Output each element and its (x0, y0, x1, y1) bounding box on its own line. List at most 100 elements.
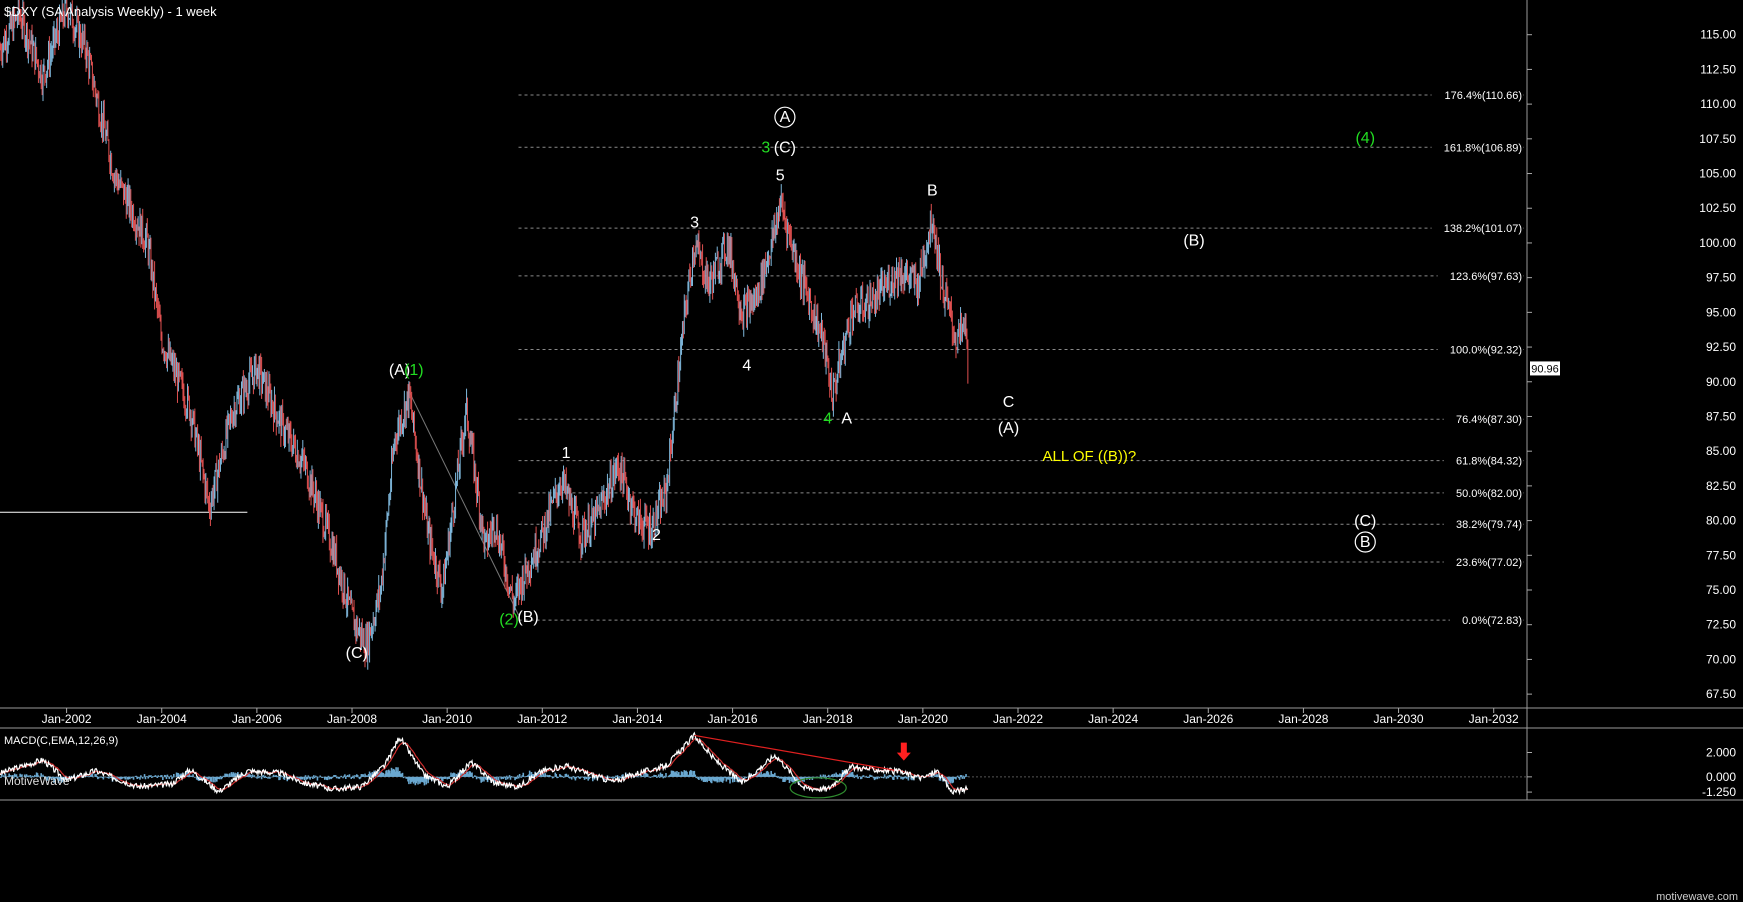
wave-label: (A) (389, 362, 410, 379)
price-tick-label: 97.50 (1706, 271, 1736, 285)
time-tick-label: Jan-2022 (993, 712, 1043, 726)
price-tick-label: 110.00 (1700, 97, 1736, 111)
price-tick-label: 107.50 (1699, 132, 1736, 146)
macd-tick-label: -1.250 (1702, 785, 1736, 799)
wave-label: 1 (562, 445, 571, 462)
wave-label: B (1360, 534, 1371, 551)
macd-tick-label: 2.000 (1706, 745, 1736, 759)
wave-label: 3 (761, 140, 770, 157)
fib-label-bg (1443, 412, 1523, 426)
fib-label-bg (1443, 485, 1523, 499)
price-tick-label: 95.00 (1706, 305, 1736, 319)
time-tick-label: Jan-2032 (1469, 712, 1519, 726)
wave-label: (C) (1354, 513, 1376, 530)
fib-label: 38.2%(79.74) (1456, 519, 1522, 531)
time-tick-label: Jan-2016 (708, 712, 758, 726)
last-price-box (1530, 361, 1560, 376)
fib-label: 176.4%(110.66) (1445, 90, 1522, 102)
price-tick-label: 115.00 (1700, 28, 1736, 42)
wave-label: (B) (517, 609, 538, 626)
price-tick-label: 90.00 (1706, 375, 1736, 389)
wave-label: (1) (404, 362, 424, 379)
wave-label: A (780, 109, 791, 126)
macd-line (0, 731, 969, 796)
wave-label: 4 (742, 358, 751, 375)
wave-circle (774, 106, 796, 128)
fib-label-bg (1431, 87, 1523, 101)
time-tick-label: Jan-2018 (803, 712, 853, 726)
price-tick-label: 102.50 (1699, 201, 1736, 215)
wave-label: (2) (499, 612, 519, 629)
fib-label: 100.0%(92.32) (1450, 345, 1522, 357)
macd-ellipse (789, 777, 847, 799)
macd-signal-line (0, 737, 968, 791)
price-tick-label: 77.50 (1706, 548, 1736, 562)
time-tick-label: Jan-2012 (517, 712, 567, 726)
fib-label: 123.6%(97.63) (1450, 271, 1522, 283)
price-tick-label: 82.50 (1706, 479, 1736, 493)
fib-label-bg (1437, 268, 1523, 282)
fib-label: 0.0%(72.83) (1462, 615, 1522, 627)
price-panel: 67.50 70.00 72.50 75.00 77.50 80.00 82.50 85.00… (0, 0, 1743, 801)
time-tick-label: Jan-2028 (1278, 712, 1328, 726)
time-tick-label: Jan-2024 (1088, 712, 1138, 726)
wave-label: B (927, 183, 938, 200)
price-tick-label: 67.50 (1706, 687, 1736, 701)
time-tick-label: Jan-2020 (898, 712, 948, 726)
wave-label: A (841, 410, 852, 427)
last-price-label: 90.96 (1531, 363, 1559, 375)
fib-label: 61.8%(84.32) (1456, 456, 1522, 468)
fib-label-bg (1449, 613, 1523, 627)
wave-label: (C) (774, 140, 796, 157)
price-tick-label: 70.00 (1706, 652, 1736, 666)
fib-label-bg (1431, 221, 1523, 235)
time-tick-label: Jan-2010 (422, 712, 472, 726)
footer-brand: motivewave.com (1656, 891, 1738, 902)
price-tick-label: 100.00 (1699, 236, 1736, 250)
macd-panel: MACD(C,EMA,12,26,9) 2.000 0.000-1.250 (0, 731, 1736, 799)
wave-label: (B) (1183, 233, 1204, 250)
wave-label: (A) (998, 420, 1019, 437)
wave-label: 3 (690, 215, 699, 232)
price-tick-label: 87.50 (1706, 409, 1736, 423)
fib-label-bg (1437, 342, 1523, 356)
time-tick-label: Jan-2006 (232, 712, 282, 726)
wave-label: (C) (346, 645, 368, 662)
wave-label: 4 (823, 410, 832, 427)
red-arrow-icon (896, 742, 911, 761)
time-tick-label: Jan-2030 (1374, 712, 1424, 726)
wave-label: C (1003, 394, 1015, 411)
watermark: MotiveWave (4, 774, 70, 788)
fib-label: 50.0%(82.00) (1456, 488, 1522, 500)
fib-label: 138.2%(101.07) (1444, 223, 1522, 235)
wave-label: 2 (652, 527, 661, 544)
chart-title: $DXY (SA Analysis Weekly) - 1 week (4, 4, 217, 19)
macd-tick-label: 0.000 (1706, 770, 1736, 784)
price-tick-label: 75.00 (1706, 583, 1736, 597)
fib-label-bg (1443, 554, 1523, 568)
price-tick-label: 105.00 (1699, 167, 1736, 181)
fib-label: 161.8%(106.89) (1444, 142, 1522, 154)
time-tick-label: Jan-2004 (137, 712, 187, 726)
price-tick-label: 80.00 (1706, 514, 1736, 528)
wave-line (408, 391, 519, 616)
price-tick-label: 72.50 (1706, 618, 1736, 632)
time-tick-label: Jan-2014 (612, 712, 662, 726)
price-tick-label: 92.50 (1706, 340, 1736, 354)
fib-label: 23.6%(77.02) (1456, 557, 1522, 569)
wave-label: (4) (1355, 130, 1375, 147)
price-tick-label: 112.50 (1700, 62, 1736, 76)
macd-title: MACD(C,EMA,12,26,9) (4, 735, 118, 747)
wave-label: ALL OF ((B))? (1043, 448, 1137, 465)
time-tick-label: Jan-2026 (1183, 712, 1233, 726)
fib-label-bg (1431, 140, 1523, 154)
time-tick-label: Jan-2002 (42, 712, 92, 726)
fib-label-bg (1443, 517, 1523, 531)
wave-circle (1354, 531, 1376, 553)
time-tick-label: Jan-2008 (327, 712, 377, 726)
price-tick-label: 85.00 (1706, 444, 1736, 458)
macd-trend-line (694, 734, 895, 771)
fib-label-bg (1443, 453, 1523, 467)
wave-label: 5 (776, 167, 785, 184)
